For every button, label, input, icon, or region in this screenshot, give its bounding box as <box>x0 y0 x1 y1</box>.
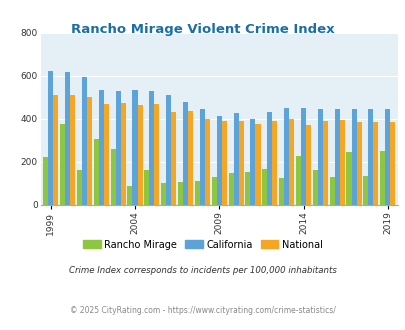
Bar <box>183 102 188 205</box>
Bar <box>194 181 199 205</box>
Bar <box>367 109 373 205</box>
Bar <box>65 72 70 205</box>
Bar <box>362 176 367 205</box>
Bar <box>384 109 389 205</box>
Bar <box>120 103 126 205</box>
Bar <box>166 95 171 205</box>
Bar <box>221 121 226 205</box>
Bar <box>171 112 176 205</box>
Bar <box>127 186 132 205</box>
Bar <box>132 90 137 205</box>
Bar <box>322 121 327 205</box>
Text: Rancho Mirage Violent Crime Index: Rancho Mirage Violent Crime Index <box>71 23 334 36</box>
Bar <box>149 91 154 205</box>
Bar <box>161 183 166 205</box>
Legend: Rancho Mirage, California, National: Rancho Mirage, California, National <box>79 236 326 254</box>
Bar <box>312 170 317 205</box>
Bar <box>43 157 48 205</box>
Bar <box>373 122 377 205</box>
Text: © 2025 CityRating.com - https://www.cityrating.com/crime-statistics/: © 2025 CityRating.com - https://www.city… <box>70 306 335 315</box>
Bar <box>278 178 284 205</box>
Bar <box>98 90 104 205</box>
Bar <box>238 121 243 205</box>
Bar <box>250 119 255 205</box>
Bar <box>245 172 250 205</box>
Bar <box>379 151 384 205</box>
Bar <box>115 91 120 205</box>
Bar <box>295 156 300 205</box>
Bar <box>188 111 193 205</box>
Bar <box>272 121 277 205</box>
Bar <box>288 119 294 205</box>
Bar <box>205 119 209 205</box>
Bar <box>262 169 266 205</box>
Bar <box>228 174 233 205</box>
Bar <box>317 109 322 205</box>
Bar <box>351 109 356 205</box>
Bar <box>137 105 142 205</box>
Bar <box>48 71 53 205</box>
Bar <box>110 149 115 205</box>
Bar <box>53 95 58 205</box>
Text: Crime Index corresponds to incidents per 100,000 inhabitants: Crime Index corresponds to incidents per… <box>69 266 336 275</box>
Bar <box>211 177 216 205</box>
Bar <box>255 124 260 205</box>
Bar <box>94 139 98 205</box>
Bar <box>284 108 288 205</box>
Bar <box>345 152 351 205</box>
Bar <box>199 109 205 205</box>
Bar <box>154 104 159 205</box>
Bar <box>266 112 272 205</box>
Bar <box>70 95 75 205</box>
Bar <box>356 122 361 205</box>
Bar <box>233 114 238 205</box>
Bar <box>104 104 109 205</box>
Bar <box>144 170 149 205</box>
Bar <box>216 115 221 205</box>
Bar <box>334 109 339 205</box>
Bar <box>87 97 92 205</box>
Bar <box>339 120 344 205</box>
Bar <box>60 124 65 205</box>
Bar <box>77 170 82 205</box>
Bar <box>389 122 394 205</box>
Bar <box>329 177 334 205</box>
Bar <box>177 182 183 205</box>
Bar <box>300 108 305 205</box>
Bar <box>305 125 310 205</box>
Bar <box>82 77 87 205</box>
